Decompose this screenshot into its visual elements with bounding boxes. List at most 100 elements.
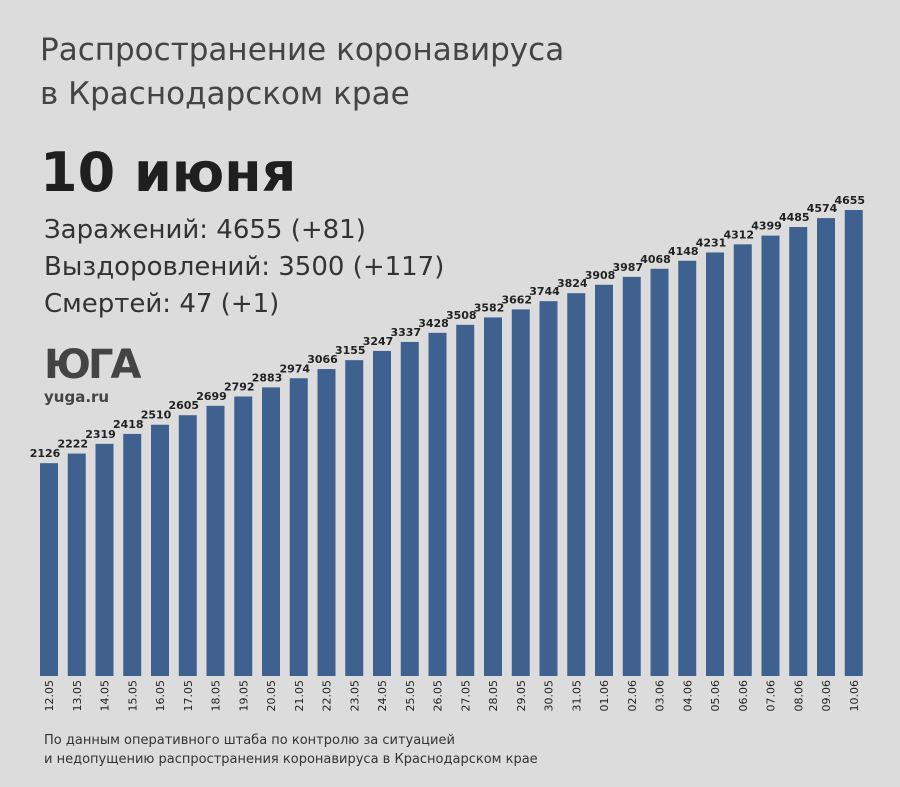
bar-12.05: [40, 463, 58, 676]
bar-value-label: 2792: [224, 381, 255, 394]
report-date: 10 июня: [40, 141, 297, 204]
x-tick-label: 01.06: [598, 680, 611, 712]
bar-value-label: 4068: [640, 253, 671, 266]
bar-value-label: 2126: [30, 447, 61, 460]
bar-16.05: [151, 424, 169, 676]
bar-value-label: 3987: [612, 261, 643, 274]
title-line-2: в Краснодарском крае: [40, 76, 410, 112]
bar-24.05: [373, 350, 391, 676]
bar-29.05: [511, 309, 530, 676]
x-tick-label: 19.05: [237, 680, 250, 712]
x-tick-label: 03.06: [654, 680, 667, 712]
bar-value-label: 4399: [751, 220, 782, 233]
bar-value-label: 2510: [141, 409, 172, 422]
x-tick-label: 07.06: [765, 680, 778, 712]
x-tick-label: 30.05: [543, 680, 556, 712]
bar-06.06: [733, 244, 752, 676]
x-tick-label: 26.05: [432, 680, 445, 712]
bar-value-label: 3582: [474, 301, 505, 314]
bar-28.05: [484, 317, 502, 676]
bar-31.05: [567, 293, 586, 676]
stat-recovered: Выздоровлений: 3500 (+117): [44, 252, 445, 282]
yuga-logo: ЮГА yuga.ru: [44, 342, 141, 407]
source-note: По данным оперативного штаба по контролю…: [44, 731, 538, 769]
bar-04.06: [678, 260, 697, 676]
bar-10.06: [844, 210, 863, 676]
x-tick-label: 29.05: [515, 680, 528, 712]
bar-18.05: [206, 405, 225, 676]
x-tick-label: 20.05: [265, 680, 278, 712]
stat-deaths: Смертей: 47 (+1): [44, 289, 280, 319]
bar-15.05: [123, 433, 142, 676]
x-tick-label: 21.05: [293, 680, 306, 712]
x-tick-label: 14.05: [99, 680, 112, 712]
bar-value-label: 2974: [279, 362, 310, 375]
stat-infected: Заражений: 4655 (+81): [44, 215, 366, 245]
bar-01.06: [595, 284, 613, 676]
bar-value-label: 3824: [557, 277, 588, 290]
bar-value-label: 2699: [196, 390, 227, 403]
x-tick-label: 25.05: [404, 680, 417, 712]
x-tick-label: 13.05: [71, 680, 84, 712]
bar-value-label: 4312: [723, 228, 754, 241]
x-tick-label: 23.05: [348, 680, 361, 712]
bar-19.05: [234, 396, 253, 676]
bar-17.05: [178, 415, 197, 676]
x-tick-label: 17.05: [182, 680, 195, 712]
logo-mark: ЮГА: [44, 342, 141, 388]
bar-05.06: [706, 252, 724, 676]
x-tick-label: 10.06: [848, 680, 861, 712]
bar-23.05: [345, 360, 364, 676]
bar-07.06: [761, 235, 780, 676]
bar-20.05: [262, 387, 280, 676]
bar-value-label: 2418: [113, 418, 144, 431]
bar-value-label: 3428: [418, 317, 449, 330]
bar-08.06: [789, 227, 808, 676]
bar-21.05: [289, 378, 308, 676]
x-tick-label: 16.05: [154, 680, 167, 712]
x-tick-label: 18.05: [210, 680, 223, 712]
bar-13.05: [67, 453, 86, 676]
bar-27.05: [456, 324, 475, 676]
bar-value-label: 2222: [57, 438, 88, 451]
x-tick-label: 09.06: [820, 680, 833, 712]
bar-value-label: 3908: [585, 269, 616, 282]
x-tick-label: 22.05: [321, 680, 334, 712]
logo-site: yuga.ru: [44, 388, 110, 406]
bar-value-label: 4148: [668, 245, 699, 258]
title-line-1: Распространение коронавируса: [40, 32, 565, 68]
bar-value-label: 2883: [252, 371, 283, 384]
source-line-1: По данным оперативного штаба по контролю…: [44, 733, 455, 748]
bar-value-label: 3508: [446, 309, 477, 322]
bar-value-label: 3247: [363, 335, 394, 348]
bar-03.06: [650, 268, 669, 676]
bar-value-label: 4231: [696, 236, 727, 249]
bar-02.06: [622, 276, 641, 676]
x-tick-label: 04.06: [681, 680, 694, 712]
x-tick-label: 15.05: [126, 680, 139, 712]
bar-value-label: 3066: [307, 353, 338, 366]
bar-09.06: [817, 218, 835, 677]
bar-value-label: 4485: [779, 211, 810, 224]
bar-value-label: 3662: [501, 293, 532, 306]
bar-22.05: [317, 369, 336, 676]
stats-block: Заражений: 4655 (+81) Выздоровлений: 350…: [44, 212, 444, 323]
chart-title: Распространение коронавируса в Краснодар…: [40, 28, 680, 116]
x-tick-label: 12.05: [43, 680, 56, 712]
bar-value-label: 2605: [168, 399, 199, 412]
bar-value-label: 4574: [807, 202, 838, 215]
x-tick-label: 08.06: [792, 680, 805, 712]
bar-30.05: [539, 301, 558, 676]
x-tick-label: 02.06: [626, 680, 639, 712]
bar-value-label: 3337: [390, 326, 421, 339]
bar-value-label: 3155: [335, 344, 366, 357]
bar-value-label: 3744: [529, 285, 560, 298]
source-line-2: и недопущению распространения коронавиру…: [44, 752, 538, 767]
x-tick-label: 05.06: [709, 680, 722, 712]
bar-value-label: 4655: [834, 194, 865, 207]
bar-25.05: [400, 341, 419, 676]
bar-14.05: [95, 443, 114, 676]
x-tick-label: 31.05: [570, 680, 583, 712]
x-tick-label: 27.05: [459, 680, 472, 712]
